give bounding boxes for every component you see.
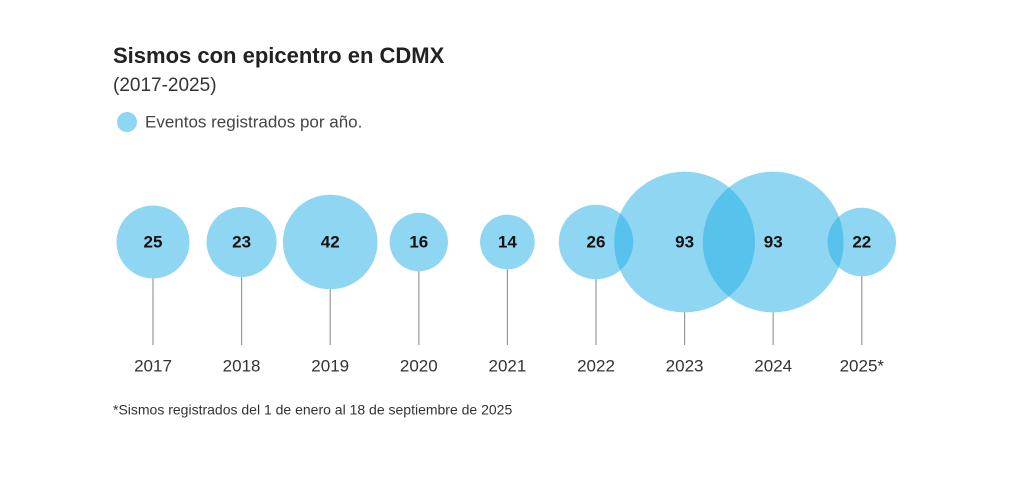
value-label: 93: [675, 232, 694, 251]
x-tick-label: 2017: [134, 356, 172, 375]
chart-subtitle: (2017-2025): [113, 75, 217, 96]
bubble: [116, 205, 190, 279]
value-label: 26: [587, 232, 606, 251]
x-tick-label: 2022: [577, 356, 615, 375]
x-tick-label: 2019: [311, 356, 349, 375]
x-tick-label: 2018: [223, 356, 261, 375]
x-tick-label: 2021: [488, 356, 526, 375]
value-label: 23: [232, 232, 251, 251]
value-label: 22: [852, 232, 871, 251]
bubble: [480, 214, 535, 270]
footnote: *Sismos registrados del 1 de enero al 18…: [113, 402, 512, 418]
value-label: 93: [764, 232, 783, 251]
bubble: [827, 207, 897, 277]
labels: 25 2017 23 2018 42 2019 16 2020 14 2021 26 2022 93 20…: [134, 232, 884, 375]
chart-title: Sismos con epicentro en CDMX: [113, 43, 445, 68]
value-label: 14: [498, 232, 517, 251]
bubbles: [116, 171, 897, 345]
x-tick-label: 2023: [666, 356, 704, 375]
x-tick-label: 2025*: [840, 356, 885, 375]
bubble: [206, 206, 277, 278]
bubble: [702, 171, 844, 313]
value-label: 16: [409, 232, 428, 251]
value-label: 42: [321, 232, 340, 251]
bubble: [558, 204, 634, 280]
x-tick-label: 2020: [400, 356, 438, 375]
legend-marker: [117, 112, 137, 132]
x-tick-label: 2024: [754, 356, 792, 375]
legend-label: Eventos registrados por año.: [145, 112, 362, 131]
bubble: [389, 212, 448, 272]
bubble: [282, 194, 378, 290]
value-label: 25: [144, 232, 163, 251]
